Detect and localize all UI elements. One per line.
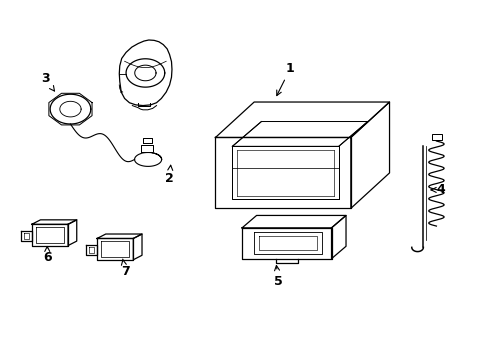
Polygon shape bbox=[86, 245, 97, 256]
Polygon shape bbox=[32, 220, 77, 224]
Polygon shape bbox=[49, 93, 92, 125]
Polygon shape bbox=[141, 145, 153, 152]
Polygon shape bbox=[119, 40, 172, 105]
Polygon shape bbox=[68, 220, 77, 246]
Polygon shape bbox=[143, 138, 152, 144]
Text: 4: 4 bbox=[430, 184, 445, 197]
Text: 6: 6 bbox=[43, 247, 51, 264]
Polygon shape bbox=[133, 234, 142, 260]
Polygon shape bbox=[242, 215, 346, 228]
Text: 2: 2 bbox=[165, 165, 174, 185]
Text: 3: 3 bbox=[41, 72, 55, 91]
Polygon shape bbox=[21, 231, 32, 241]
Polygon shape bbox=[331, 215, 346, 259]
Polygon shape bbox=[97, 238, 133, 260]
Polygon shape bbox=[215, 102, 389, 138]
Text: 7: 7 bbox=[121, 259, 129, 278]
Polygon shape bbox=[242, 228, 331, 259]
Text: 1: 1 bbox=[276, 62, 294, 96]
Polygon shape bbox=[215, 138, 350, 208]
Polygon shape bbox=[97, 234, 142, 238]
Polygon shape bbox=[350, 102, 389, 208]
Polygon shape bbox=[32, 224, 68, 246]
Bar bbox=[431, 134, 441, 140]
Text: 5: 5 bbox=[273, 266, 282, 288]
